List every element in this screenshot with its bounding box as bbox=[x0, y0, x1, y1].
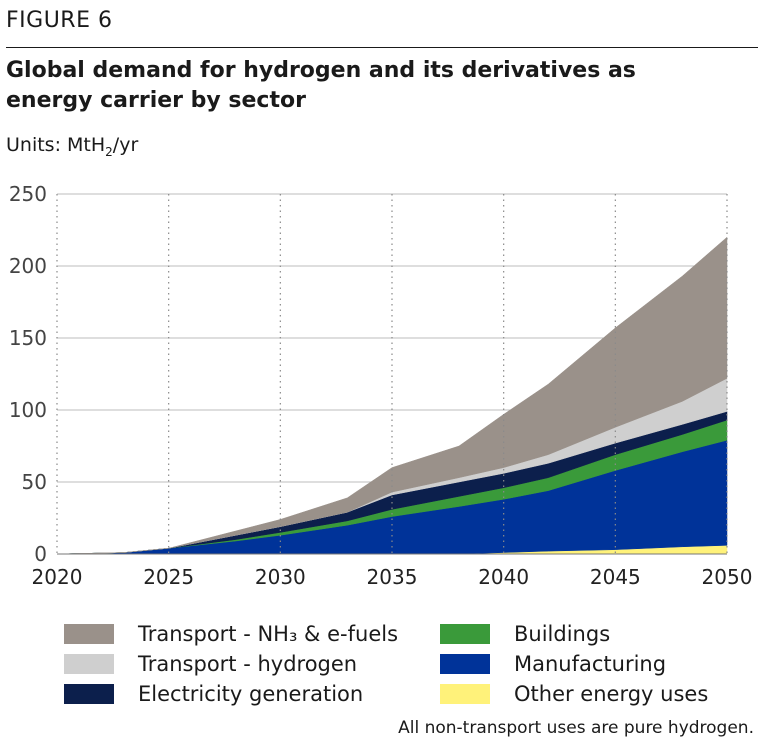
x-tick-label: 2040 bbox=[478, 565, 529, 589]
x-tick-label: 2030 bbox=[255, 565, 306, 589]
legend-swatch bbox=[440, 684, 490, 704]
legend-item-transport-nh3: Transport - NH₃ & e-fuels bbox=[64, 620, 398, 648]
legend-label: Electricity generation bbox=[138, 682, 364, 706]
legend-item-other: Other energy uses bbox=[440, 680, 708, 708]
y-tick-label: 0 bbox=[34, 542, 47, 566]
legend-label: Manufacturing bbox=[514, 652, 667, 676]
units-prefix: Units: MtH bbox=[6, 134, 106, 156]
footnote: All non-transport uses are pure hydrogen… bbox=[398, 718, 754, 738]
y-tick-label: 150 bbox=[9, 326, 47, 350]
legend-swatch bbox=[64, 654, 114, 674]
series-area-transport-nh-e-fuels bbox=[56, 236, 728, 555]
y-tick-label: 100 bbox=[9, 398, 47, 422]
x-tick-label: 2045 bbox=[590, 565, 641, 589]
legend-label: Transport - NH₃ & e-fuels bbox=[138, 622, 399, 646]
legend-swatch bbox=[440, 624, 490, 644]
x-tick-label: 2035 bbox=[367, 565, 418, 589]
chart-title: Global demand for hydrogen and its deriv… bbox=[6, 58, 636, 113]
legend-item-transport-hydrogen: Transport - hydrogen bbox=[64, 650, 357, 678]
legend-item-electricity: Electricity generation bbox=[64, 680, 363, 708]
x-tick-label: 2025 bbox=[143, 565, 194, 589]
area-chart: 0 50 100 150 200 250 2020 2025 2030 2035 2040 2045 2… bbox=[9, 182, 753, 589]
units-label: Units: MtH2/yr bbox=[6, 134, 138, 159]
legend-swatch bbox=[64, 624, 114, 644]
legend-label: Other energy uses bbox=[514, 682, 709, 706]
legend-label: Transport - hydrogen bbox=[138, 652, 358, 676]
x-tick-label: 2050 bbox=[702, 565, 753, 589]
y-tick-label: 250 bbox=[9, 182, 47, 206]
legend-swatch bbox=[440, 654, 490, 674]
units-suffix: /yr bbox=[112, 134, 139, 156]
legend-item-manufacturing: Manufacturing bbox=[440, 650, 666, 678]
legend-swatch bbox=[64, 684, 114, 704]
legend-label: Buildings bbox=[514, 622, 611, 646]
title-rule bbox=[6, 47, 758, 48]
units-subscript: 2 bbox=[105, 144, 113, 159]
x-tick-label: 2020 bbox=[32, 565, 83, 589]
y-tick-label: 50 bbox=[22, 470, 47, 494]
legend-item-buildings: Buildings bbox=[440, 620, 610, 648]
figure-label: FIGURE 6 bbox=[6, 8, 113, 33]
y-tick-label: 200 bbox=[9, 254, 47, 278]
